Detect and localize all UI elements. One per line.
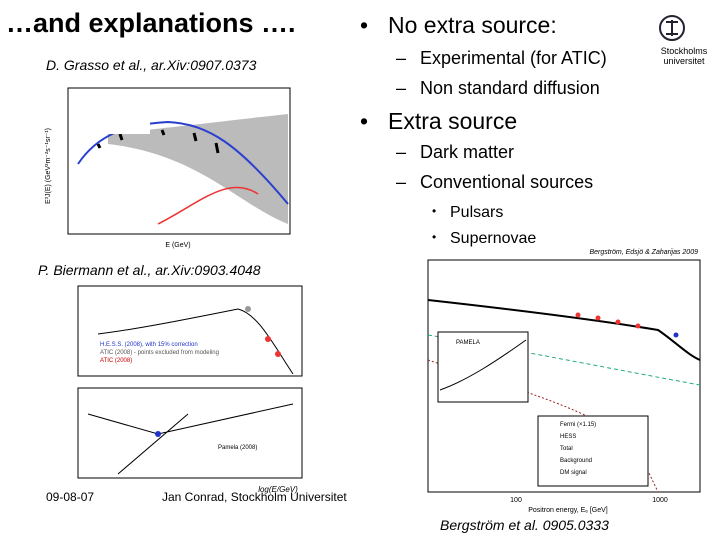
sub-bullet-text: Experimental (for ATIC) [420, 48, 607, 68]
legend-entry: Fermi (×1.15) [560, 422, 596, 428]
band [108, 114, 288, 224]
legend-entry: DM signal [560, 470, 587, 476]
legend-entry: ATIC (2008) [100, 358, 132, 364]
sub-bullet-text: Conventional sources [420, 172, 594, 192]
bullet: • [360, 108, 369, 134]
citation: D. Grasso et al., ar.Xiv:0907.0373 [46, 57, 257, 73]
x-tick-label: 100 [510, 497, 522, 504]
sub-bullet: – [396, 48, 407, 68]
data-point [575, 312, 581, 318]
legend-entry: HESS [560, 434, 576, 440]
sub-bullet-text: Dark matter [420, 142, 515, 162]
data-point [635, 323, 641, 329]
sub-bullet: – [396, 78, 407, 98]
figure: Bergström, Edsjö & Zaharijas 2009 PAMELA… [427, 249, 701, 514]
y-axis-label: E³J(E) (GeV²m⁻²s⁻¹sr⁻¹) [45, 128, 52, 204]
logo-emblem [666, 20, 678, 36]
sub-sub-bullet-text: Supernovae [450, 230, 537, 247]
x-axis-label: E (GeV) [165, 242, 190, 249]
curve [157, 186, 259, 225]
title: …and explanations …. [6, 8, 296, 38]
bullet-text: Extra source [388, 108, 518, 134]
inset-label: PAMELA [456, 340, 480, 346]
plot-frame [77, 387, 303, 479]
figure-header: Bergström, Edsjö & Zaharijas 2009 [589, 249, 698, 256]
data-points [96, 129, 220, 154]
data-point [673, 332, 679, 338]
legend-entry: ATIC (2008) - points excluded from model… [100, 350, 219, 356]
logo-text: Stockholms [661, 46, 708, 56]
footer-author: Jan Conrad, Stockholm Universitet [162, 490, 347, 504]
sub-sub-bullet: • [432, 230, 437, 244]
curve [97, 308, 294, 375]
logo-text: universitet [663, 56, 705, 66]
data-point [275, 351, 281, 357]
data-point [265, 336, 271, 342]
footer-date: 09-08-07 [46, 490, 95, 504]
data-point [615, 319, 621, 325]
x-axis-label: log(E/GeV) [258, 485, 298, 494]
curve [439, 339, 527, 391]
data-point [245, 306, 251, 312]
x-tick-label: 1000 [652, 497, 668, 504]
sub-sub-bullet: • [432, 204, 437, 218]
logo-emblem [659, 15, 685, 41]
figure: H.E.S.S. (2008), with 15% correction ATI… [77, 285, 303, 494]
curve [427, 299, 701, 361]
sub-bullet: – [396, 142, 407, 162]
sub-sub-bullet-text: Pulsars [450, 204, 504, 221]
legend-box [537, 415, 649, 487]
x-axis-label: Positron energy, Eₑ [GeV] [528, 507, 608, 514]
legend-box [100, 94, 150, 134]
citation: Bergström et al. 0905.0333 [440, 517, 609, 533]
bullet: • [360, 12, 369, 38]
logo: Stockholms universitet [659, 15, 708, 66]
legend-entry: Pamela (2008) [218, 445, 257, 451]
legend-entry: H.E.S.S. (2008), with 15% correction [100, 342, 198, 348]
legend-entry: Total [560, 446, 573, 452]
data-point [595, 315, 601, 321]
citation: P. Biermann et al., ar.Xiv:0903.4048 [38, 262, 261, 278]
bullet-text: No extra source: [388, 12, 557, 38]
legend-entry: Background [560, 458, 592, 464]
sub-bullet: – [396, 172, 407, 192]
figure: E (GeV) E³J(E) (GeV²m⁻²s⁻¹sr⁻¹) [45, 87, 291, 249]
curve [77, 120, 289, 205]
data-point [155, 431, 161, 437]
inset [437, 331, 529, 403]
sub-bullet-text: Non standard diffusion [420, 78, 600, 98]
